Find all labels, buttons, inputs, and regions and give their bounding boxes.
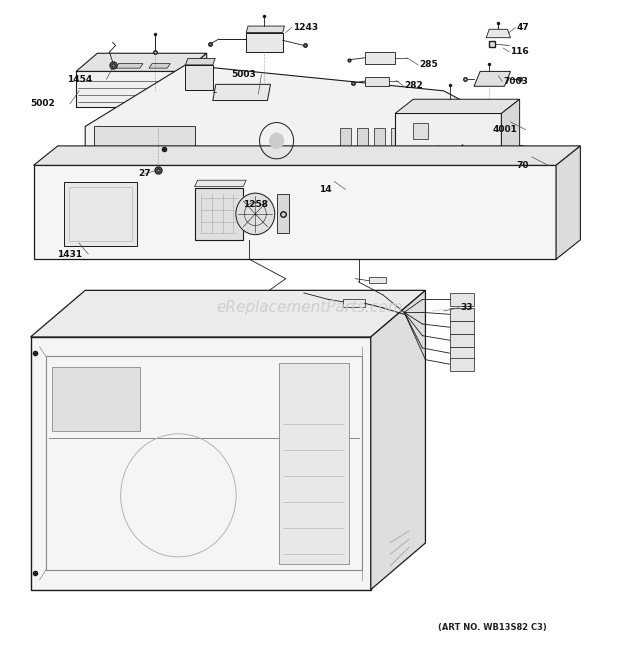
Polygon shape — [450, 308, 474, 321]
Polygon shape — [185, 65, 213, 89]
Polygon shape — [115, 63, 143, 68]
Text: 14: 14 — [319, 185, 332, 194]
Polygon shape — [85, 65, 505, 165]
Polygon shape — [340, 128, 352, 160]
Polygon shape — [30, 290, 425, 337]
Polygon shape — [450, 293, 474, 306]
Circle shape — [236, 193, 275, 235]
Text: 282: 282 — [404, 81, 423, 90]
Polygon shape — [213, 85, 270, 100]
Polygon shape — [185, 54, 206, 107]
Polygon shape — [369, 277, 386, 283]
Polygon shape — [395, 114, 502, 165]
Polygon shape — [365, 52, 395, 63]
Polygon shape — [365, 77, 389, 86]
Text: 1454: 1454 — [67, 75, 92, 84]
Polygon shape — [409, 128, 419, 160]
Text: 1431: 1431 — [56, 250, 82, 258]
Polygon shape — [149, 63, 170, 68]
Polygon shape — [64, 182, 137, 247]
Polygon shape — [76, 54, 206, 71]
Polygon shape — [474, 71, 510, 87]
Polygon shape — [51, 367, 140, 431]
Polygon shape — [343, 299, 365, 307]
Text: 5002: 5002 — [30, 99, 55, 108]
Polygon shape — [185, 58, 215, 65]
Text: 285: 285 — [419, 60, 438, 69]
Polygon shape — [246, 32, 283, 52]
Text: eReplacementParts.com: eReplacementParts.com — [216, 300, 404, 315]
Polygon shape — [486, 29, 510, 38]
Polygon shape — [277, 194, 289, 233]
Polygon shape — [195, 188, 243, 240]
Polygon shape — [76, 71, 185, 107]
Text: 116: 116 — [510, 48, 529, 56]
Polygon shape — [502, 99, 520, 165]
Text: 7003: 7003 — [503, 77, 528, 86]
Polygon shape — [556, 146, 580, 259]
Polygon shape — [357, 128, 368, 160]
Polygon shape — [450, 321, 474, 334]
Circle shape — [121, 434, 236, 557]
Polygon shape — [538, 155, 557, 168]
Polygon shape — [450, 358, 474, 371]
Polygon shape — [195, 180, 246, 186]
Polygon shape — [395, 99, 520, 114]
Text: 1243: 1243 — [293, 23, 318, 32]
Polygon shape — [374, 128, 386, 160]
Polygon shape — [450, 334, 474, 346]
Text: 1258: 1258 — [243, 200, 268, 209]
Circle shape — [269, 133, 284, 149]
Polygon shape — [280, 363, 349, 564]
Text: 4001: 4001 — [492, 125, 517, 134]
Polygon shape — [94, 126, 195, 162]
Text: 27: 27 — [138, 169, 151, 178]
Polygon shape — [371, 290, 425, 590]
Polygon shape — [33, 165, 556, 259]
Polygon shape — [450, 346, 474, 360]
Text: 33: 33 — [461, 303, 473, 313]
Polygon shape — [246, 26, 285, 32]
Polygon shape — [33, 146, 580, 165]
Text: (ART NO. WB13S82 C3): (ART NO. WB13S82 C3) — [438, 623, 547, 632]
Text: 47: 47 — [516, 23, 529, 32]
Polygon shape — [391, 128, 402, 160]
Polygon shape — [414, 123, 428, 139]
Text: 70: 70 — [516, 161, 529, 170]
Polygon shape — [30, 337, 371, 590]
Text: 5003: 5003 — [231, 70, 256, 79]
